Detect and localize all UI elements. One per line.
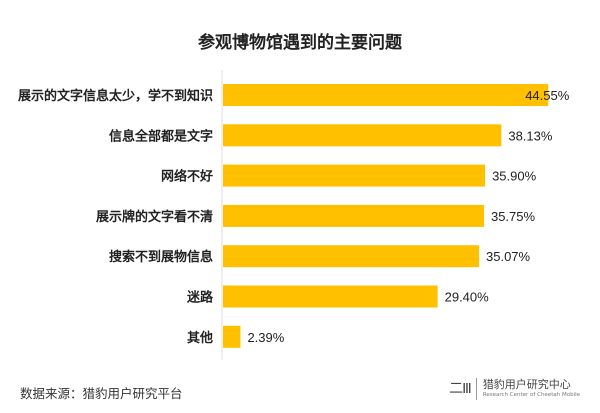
bar bbox=[223, 164, 486, 187]
data-label: 38.13% bbox=[508, 128, 553, 143]
category-label: 信息全部都是文字 bbox=[109, 128, 213, 144]
logo-mark: ⼆Ⅲ bbox=[449, 378, 477, 400]
logo-name: 猎豹用户研究中心 bbox=[482, 378, 571, 391]
category-label: 其他 bbox=[187, 330, 213, 346]
logo: ⼆Ⅲ 猎豹用户研究中心 Research Center of Cheetah M… bbox=[449, 378, 580, 400]
bar bbox=[223, 204, 484, 227]
data-label: 35.07% bbox=[486, 249, 531, 264]
category-label: 展示牌的文字看不清 bbox=[96, 209, 213, 225]
data-label: 29.40% bbox=[445, 290, 490, 305]
bar bbox=[223, 124, 502, 147]
data-label: 2.39% bbox=[247, 330, 284, 345]
category-label: 展示的文字信息太少，学不到知识 bbox=[18, 88, 213, 104]
data-label: 35.75% bbox=[491, 209, 536, 224]
logo-subtitle: Research Center of Cheetah Mobile bbox=[482, 392, 580, 398]
data-label: 35.90% bbox=[492, 169, 537, 184]
category-label: 搜索不到展物信息 bbox=[109, 249, 213, 265]
bar bbox=[223, 245, 480, 268]
category-label: 网络不好 bbox=[161, 169, 213, 185]
data-source-note: 数据来源：猎豹用户研究平台 bbox=[20, 386, 183, 401]
chart-title: 参观博物馆遇到的主要问题 bbox=[198, 33, 402, 53]
bar bbox=[223, 84, 549, 106]
bar bbox=[223, 325, 241, 348]
data-label: 44.55% bbox=[525, 88, 570, 103]
category-label: 迷路 bbox=[186, 290, 214, 306]
bar bbox=[223, 285, 438, 308]
